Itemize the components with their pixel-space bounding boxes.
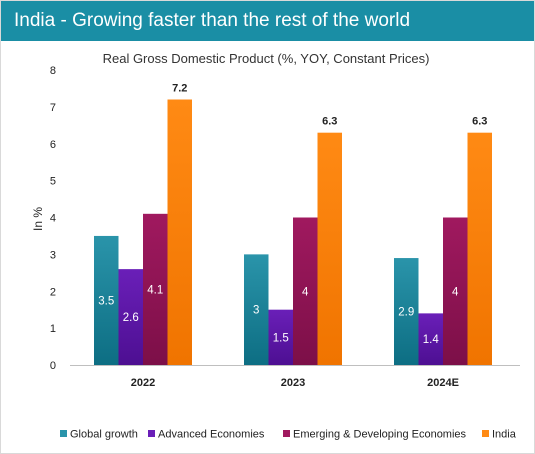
bar-data-label: 2.9 — [398, 307, 414, 319]
bar — [467, 132, 492, 365]
legend-label: Global growth — [70, 429, 138, 441]
bar-data-label: 4 — [452, 286, 459, 298]
legend-swatch — [283, 430, 290, 437]
bar — [167, 99, 192, 365]
y-tick-label: 4 — [50, 213, 56, 225]
y-tick-label: 6 — [50, 139, 56, 151]
y-tick-label: 0 — [50, 360, 56, 372]
y-axis-label: In % — [31, 207, 45, 231]
y-tick-label: 1 — [50, 323, 56, 335]
bar-data-label: 4.1 — [147, 284, 163, 296]
y-tick-label: 7 — [50, 102, 56, 114]
y-tick-label: 2 — [50, 286, 56, 298]
bar-data-label: 6.3 — [472, 116, 487, 128]
legend-label: Advanced Economies — [158, 429, 265, 441]
bar — [268, 309, 293, 365]
y-tick-label: 3 — [50, 249, 56, 261]
chart-title: Real Gross Domestic Product (%, YOY, Con… — [103, 51, 430, 66]
bar-data-label: 7.2 — [172, 83, 187, 95]
bar-data-label: 1.4 — [423, 334, 440, 346]
x-tick-label: 2024E — [427, 377, 459, 389]
bar — [143, 213, 168, 365]
x-axis-ticks: 2022 2023 2024E — [131, 377, 459, 389]
legend-label: India — [492, 429, 517, 441]
y-tick-label: 5 — [50, 176, 56, 188]
bar-data-label: 3 — [253, 305, 259, 317]
bar-labels-group: 3.5 2.6 4.1 7.2 3 1.5 4 6.3 2.9 1.4 4 6.3 — [98, 83, 487, 347]
header-banner: India - Growing faster than the rest of … — [1, 1, 534, 41]
bar — [394, 258, 419, 365]
x-tick-label: 2023 — [281, 377, 305, 389]
legend-swatch — [148, 430, 155, 437]
bar — [244, 254, 269, 365]
bar-data-label: 3.5 — [98, 295, 114, 307]
bar-data-label: 4 — [302, 286, 309, 298]
bar — [317, 132, 342, 365]
legend-label: Emerging & Developing Economies — [293, 429, 467, 441]
bar — [94, 235, 119, 365]
bar-data-label: 6.3 — [322, 116, 337, 128]
bar-data-label: 1.5 — [273, 332, 289, 344]
y-axis-ticks: 0 1 2 3 4 5 6 7 8 — [50, 65, 56, 372]
bar-data-label: 2.6 — [123, 312, 139, 324]
bar — [293, 217, 318, 365]
y-tick-label: 8 — [50, 65, 56, 77]
bar — [443, 217, 468, 365]
legend: Global growth Advanced Economies Emerging … — [60, 429, 517, 441]
bars-group — [94, 99, 492, 365]
bar — [418, 313, 443, 365]
bar — [118, 269, 143, 365]
legend-swatch — [60, 430, 67, 437]
legend-swatch — [482, 430, 489, 437]
x-tick-label: 2022 — [131, 377, 155, 389]
header-title: India - Growing faster than the rest of … — [14, 10, 411, 31]
